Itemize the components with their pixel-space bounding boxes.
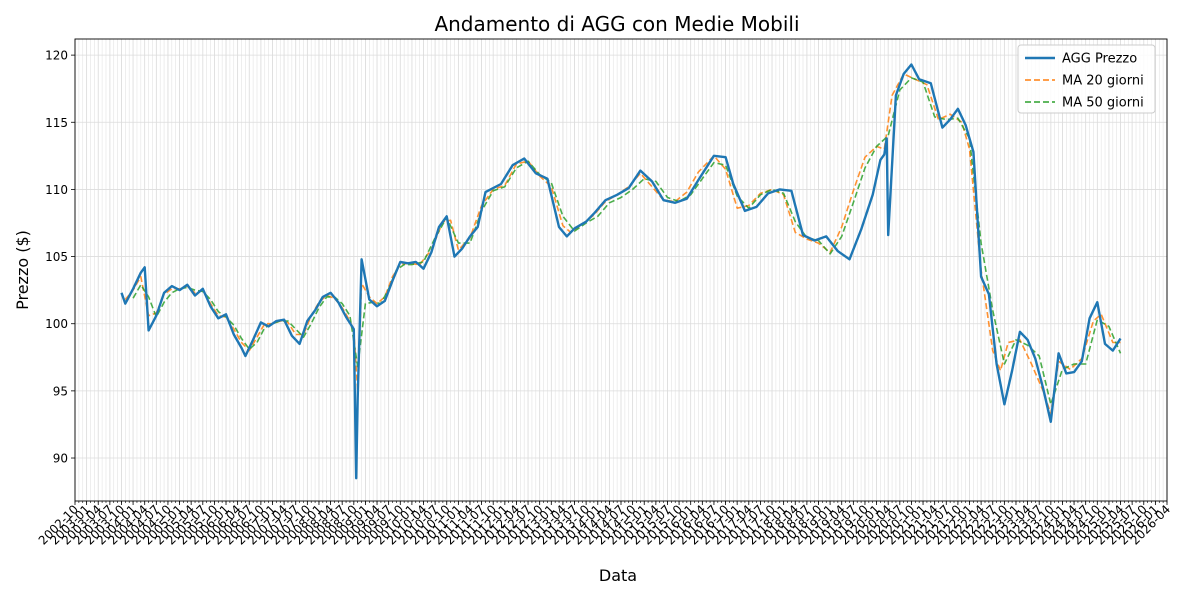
series-layer	[120, 63, 1122, 480]
legend-box	[1017, 44, 1156, 114]
x-axis: 2002-102003-012003-042003-072003-102004-…	[36, 501, 1173, 548]
series-line-agg-prezzo	[120, 63, 1122, 480]
y-tick-label: 115	[45, 116, 68, 130]
y-tick-label: 105	[45, 250, 68, 264]
y-axis-label: Prezzo ($)	[13, 230, 32, 310]
series-line-ma-50	[132, 77, 1122, 406]
y-tick-label: 90	[53, 452, 68, 466]
y-tick-label: 100	[45, 317, 68, 331]
y-tick-label: 95	[53, 384, 68, 398]
y-tick-label: 120	[45, 49, 68, 63]
legend-label: MA 20 giorni	[1062, 74, 1144, 89]
grid	[74, 39, 1168, 501]
y-axis: 90 95 100 105 110 115 120	[45, 49, 75, 466]
y-tick-label: 110	[45, 183, 68, 197]
legend-label: AGG Prezzo	[1062, 52, 1137, 67]
x-axis-label: Data	[599, 566, 637, 585]
chart-title: Andamento di AGG con Medie Mobili	[434, 12, 799, 36]
series-line-ma-20	[124, 73, 1121, 415]
legend-label: MA 50 giorni	[1062, 96, 1144, 111]
legend: AGG Prezzo MA 20 giorni MA 50 giorni	[1017, 44, 1156, 114]
